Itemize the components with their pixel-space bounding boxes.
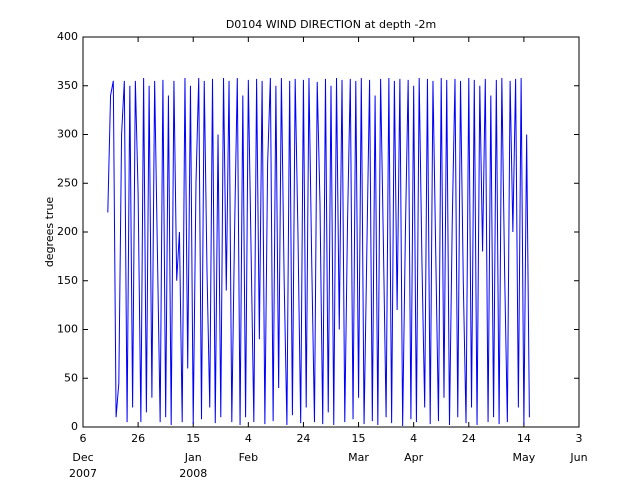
- chart-title: D0104 WIND DIRECTION at depth -2m: [226, 18, 436, 31]
- y-tick-label: 50: [64, 371, 78, 384]
- x-tick-month: Jun: [569, 451, 587, 464]
- x-tick-month: May: [513, 451, 536, 464]
- x-tick-label: 6: [80, 432, 87, 445]
- data-line: [107, 77, 530, 427]
- y-tick-label: 400: [57, 30, 78, 43]
- x-tick-month: Feb: [239, 451, 258, 464]
- x-tick-label: 4: [245, 432, 252, 445]
- x-tick-month: Apr: [404, 451, 424, 464]
- x-tick-label: 15: [352, 432, 366, 445]
- x-tick-label: 24: [462, 432, 476, 445]
- y-tick-label: 350: [57, 79, 78, 92]
- x-tick-label: 3: [576, 432, 583, 445]
- y-tick-label: 100: [57, 323, 78, 336]
- x-tick-label: 24: [296, 432, 310, 445]
- x-tick-month: Dec: [72, 451, 93, 464]
- y-axis-label: degrees true: [43, 197, 56, 268]
- x-tick-label: 26: [131, 432, 145, 445]
- x-tick-year: 2008: [179, 467, 207, 480]
- x-tick-month: Mar: [348, 451, 369, 464]
- y-tick-label: 250: [57, 176, 78, 189]
- y-tick-label: 300: [57, 128, 78, 141]
- x-tick-year: 2007: [69, 467, 97, 480]
- y-tick-label: 150: [57, 274, 78, 287]
- y-tick-label: 200: [57, 225, 78, 238]
- x-tick-month: Jan: [184, 451, 202, 464]
- x-tick-label: 14: [517, 432, 531, 445]
- x-tick-label: 4: [410, 432, 417, 445]
- x-tick-label: 15: [186, 432, 200, 445]
- y-tick-label: 0: [71, 420, 78, 433]
